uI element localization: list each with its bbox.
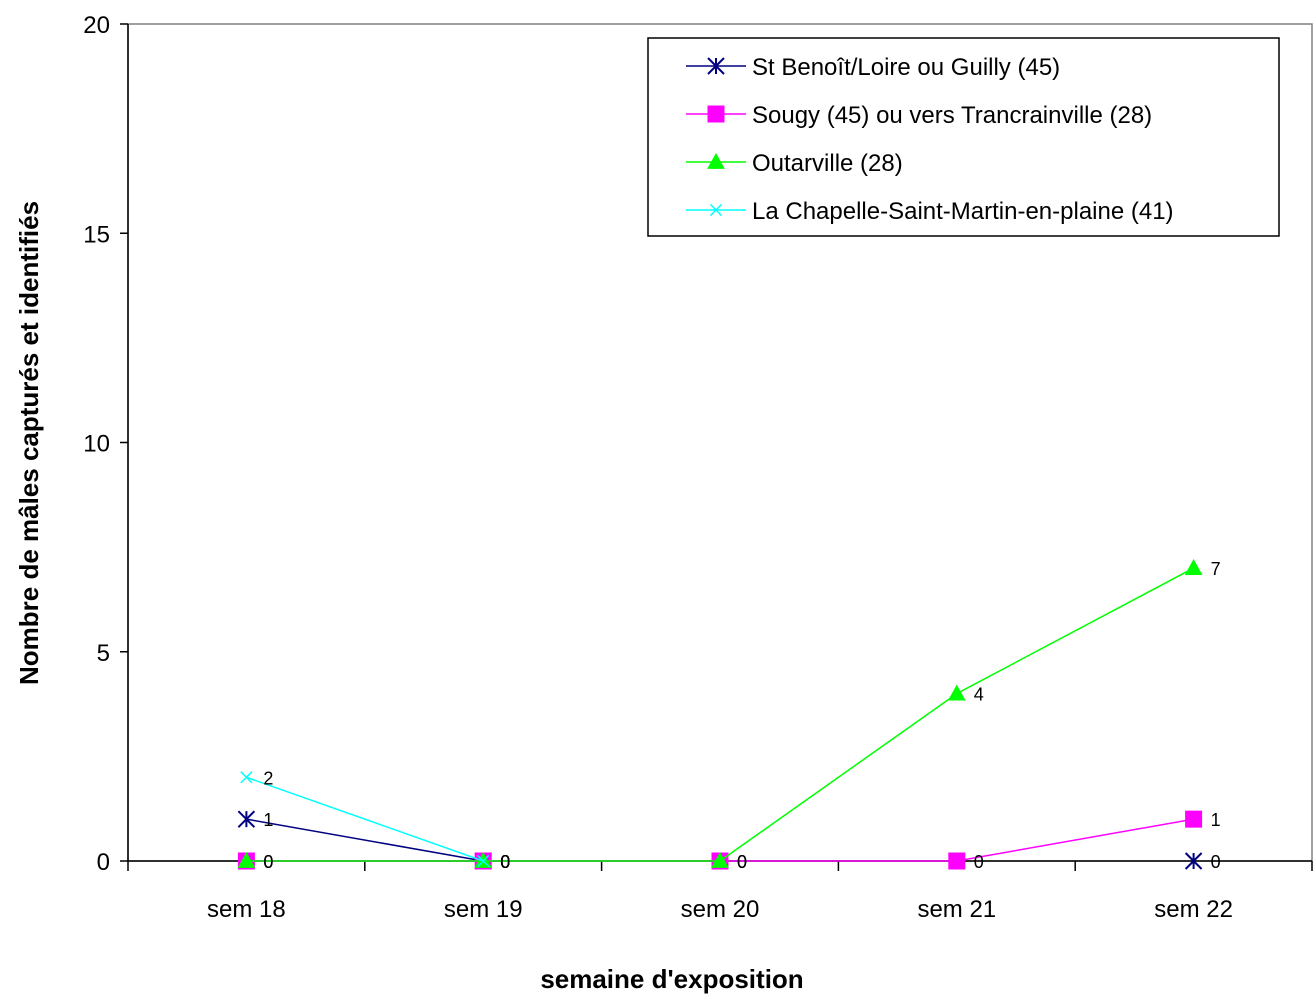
legend: St Benoît/Loire ou Guilly (45) Sougy (45)… xyxy=(647,37,1280,237)
series-3 xyxy=(240,771,490,868)
marker-square xyxy=(707,105,725,123)
marker-asterisk xyxy=(707,57,725,75)
data-label: 0 xyxy=(500,852,510,872)
data-label: 0 xyxy=(500,852,510,872)
series-line-segment xyxy=(246,818,484,862)
data-label: 0 xyxy=(1211,852,1221,872)
x-tick-label: sem 19 xyxy=(444,896,523,923)
data-label: 0 xyxy=(500,852,510,872)
legend-item: Sougy (45) ou vers Trancrainville (28) xyxy=(686,102,1152,129)
marker-square xyxy=(1185,810,1203,828)
x-tick-label: sem 18 xyxy=(207,896,286,923)
legend-box xyxy=(647,37,1280,237)
marker-x xyxy=(709,203,723,217)
legend-item: St Benoît/Loire ou Guilly (45) xyxy=(686,54,1060,81)
legend-label: Outarville (28) xyxy=(752,150,903,177)
marker-triangle xyxy=(707,152,725,169)
data-label: 1 xyxy=(1211,810,1221,830)
series-line-segment xyxy=(246,776,484,862)
legend-label: St Benoît/Loire ou Guilly (45) xyxy=(752,54,1060,81)
marker-x xyxy=(240,771,253,784)
y-tick-label: 10 xyxy=(83,431,110,458)
marker-triangle xyxy=(1184,559,1203,575)
marker-x xyxy=(477,854,490,868)
x-tick-label: sem 22 xyxy=(1154,896,1233,923)
y-axis-title: Nombre de mâles capturés et identifiés xyxy=(14,201,44,685)
data-label: 1 xyxy=(263,810,273,830)
marker-triangle xyxy=(711,851,729,868)
y-tick-label: 5 xyxy=(97,640,110,667)
data-label: 7 xyxy=(1211,559,1221,579)
x-tick-label: sem 21 xyxy=(917,896,996,923)
legend-item: La Chapelle-Saint-Martin-en-plaine (41) xyxy=(686,198,1174,225)
data-label: 0 xyxy=(737,852,747,872)
marker-asterisk xyxy=(1184,852,1203,870)
series-2 xyxy=(237,559,1203,868)
data-label: 0 xyxy=(263,852,273,872)
series-line-segment xyxy=(956,818,1194,862)
marker-triangle xyxy=(237,851,256,868)
series-layer xyxy=(237,559,1203,870)
legend-items: St Benoît/Loire ou Guilly (45) Sougy (45)… xyxy=(686,54,1174,225)
data-label: 0 xyxy=(500,852,510,872)
series-line-segment xyxy=(719,692,958,862)
y-tick-label: 15 xyxy=(83,221,110,248)
x-axis-title: semaine d'exposition xyxy=(540,964,803,994)
data-label: 4 xyxy=(974,685,984,705)
series-line-segment xyxy=(956,567,1194,695)
y-axis-ticks: 0 5 10 15 20 xyxy=(83,12,128,876)
y-tick-label: 20 xyxy=(83,12,110,39)
marker-triangle xyxy=(947,684,966,701)
marker-square xyxy=(948,852,966,870)
x-tick-label: sem 20 xyxy=(681,896,760,923)
legend-label: Sougy (45) ou vers Trancrainville (28) xyxy=(752,102,1152,129)
data-label: 0 xyxy=(263,852,273,872)
x-axis-ticks: sem 18 sem 19 sem 20 sem 21 sem 22 xyxy=(127,861,1313,923)
y-tick-label: 0 xyxy=(97,849,110,876)
data-label: 0 xyxy=(737,852,747,872)
marker-asterisk xyxy=(237,810,256,828)
data-label: 0 xyxy=(974,852,984,872)
legend-label: La Chapelle-Saint-Martin-en-plaine (41) xyxy=(752,198,1174,225)
data-label: 2 xyxy=(263,768,273,788)
legend-item: Outarville (28) xyxy=(686,150,903,177)
